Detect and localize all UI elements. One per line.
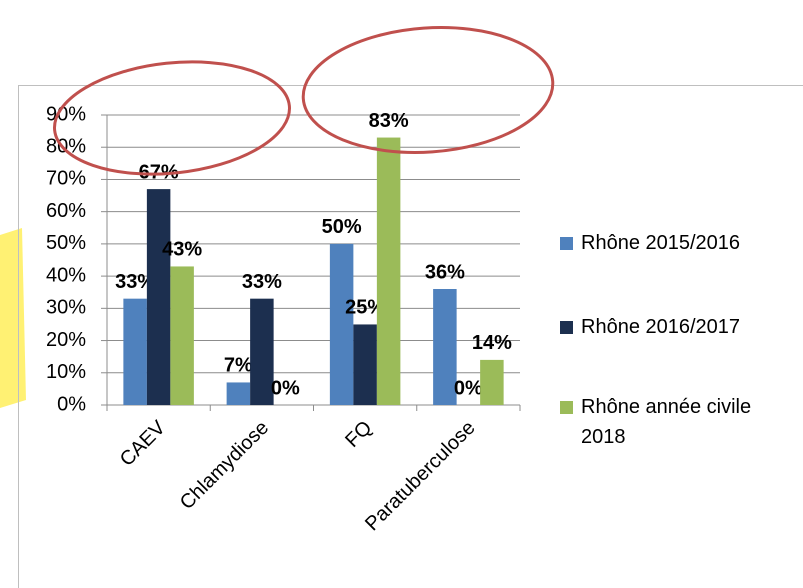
legend-swatch xyxy=(560,401,573,414)
value-label: 83% xyxy=(369,110,409,132)
bar xyxy=(329,243,354,405)
bar xyxy=(353,324,377,405)
value-label: 0% xyxy=(271,377,300,399)
value-label: 43% xyxy=(162,239,202,261)
bar xyxy=(170,266,194,405)
x-tick-label: Paratuberculose xyxy=(361,417,480,536)
value-label: 25% xyxy=(345,297,385,319)
annotation-circle xyxy=(53,60,291,176)
legend-swatch xyxy=(560,321,573,334)
y-tick-label: 10% xyxy=(46,361,86,383)
y-tick-label: 0% xyxy=(57,393,86,415)
value-label: 36% xyxy=(425,261,465,283)
value-label: 7% xyxy=(224,355,253,377)
value-label: 0% xyxy=(454,377,483,399)
y-tick-label: 80% xyxy=(46,136,86,158)
legend-item: Rhône 2016/2017 xyxy=(560,312,800,342)
annotation-circle xyxy=(301,26,555,154)
legend-item: Rhône 2015/2016 xyxy=(560,228,800,258)
legend-label: Rhône année civile 2018 xyxy=(581,396,752,448)
legend-label: Rhône 2015/2016 xyxy=(581,232,741,254)
value-label: 33% xyxy=(242,271,282,293)
value-label: 67% xyxy=(139,161,179,183)
y-tick-label: 20% xyxy=(46,329,86,351)
value-label: 33% xyxy=(115,271,155,293)
bar xyxy=(146,189,171,405)
y-tick-label: 30% xyxy=(46,297,86,319)
y-tick-label: 90% xyxy=(46,103,86,125)
value-label: 14% xyxy=(472,332,512,354)
bar xyxy=(376,137,401,406)
bar xyxy=(480,359,504,405)
bar xyxy=(250,298,274,405)
legend-swatch xyxy=(560,237,573,250)
y-tick-label: 70% xyxy=(46,168,86,190)
x-tick-label: FQ xyxy=(341,417,376,452)
bar xyxy=(123,298,147,405)
bar xyxy=(433,289,457,405)
bar xyxy=(226,382,251,405)
legend-label: Rhône 2016/2017 xyxy=(581,316,741,338)
y-tick-label: 60% xyxy=(46,200,86,222)
y-tick-label: 40% xyxy=(46,264,86,286)
plot-area: 0% 10% 20% 30% 40% 50% 60% 70% 80% 90% CAEV 33% 67% 4… xyxy=(46,103,521,536)
plot-frame xyxy=(18,85,803,588)
value-label: 50% xyxy=(322,216,362,238)
x-tick-label: Chlamydiose xyxy=(176,417,273,514)
x-tick-label: CAEV xyxy=(116,416,171,471)
highlight xyxy=(0,228,26,408)
y-tick-label: 50% xyxy=(46,232,86,254)
legend-item: Rhône année civile 2018 xyxy=(560,392,800,452)
